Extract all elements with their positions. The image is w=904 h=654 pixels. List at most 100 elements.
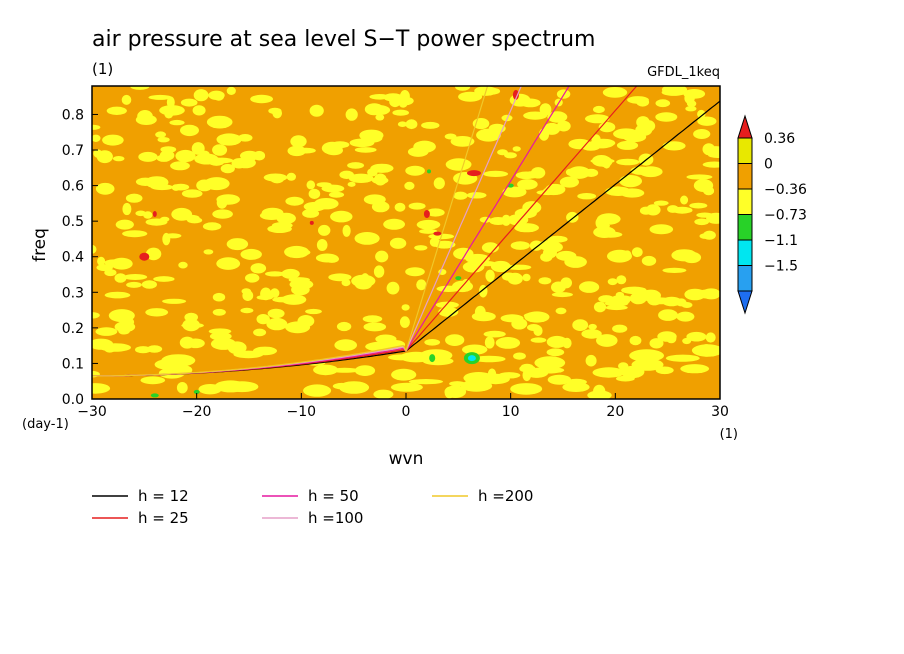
field-blob	[680, 195, 689, 205]
field-blob	[701, 288, 720, 300]
field-blob	[373, 265, 385, 278]
field-blob	[462, 261, 485, 273]
field-blob	[154, 359, 184, 370]
field-blob	[684, 92, 695, 104]
field-blob	[196, 179, 213, 192]
field-blob	[693, 179, 714, 192]
field-blob	[581, 329, 602, 339]
y-tick-label: 0.7	[62, 143, 84, 159]
field-blob	[404, 181, 415, 190]
field-blob	[106, 106, 127, 116]
field-blob	[696, 212, 714, 218]
field-blob	[332, 382, 351, 390]
field-blob	[180, 98, 198, 107]
anomaly-spot	[309, 220, 314, 225]
field-blob	[392, 109, 410, 116]
field-blob	[148, 94, 172, 100]
field-blob	[405, 119, 418, 130]
field-blob	[522, 273, 531, 282]
field-blob	[192, 105, 206, 116]
x-unit-label: (1)	[720, 427, 738, 442]
field-blob	[635, 124, 653, 136]
field-blob	[92, 134, 101, 142]
field-blob	[620, 188, 645, 198]
field-blob	[99, 343, 131, 352]
curve-200	[92, 86, 489, 377]
field-blob	[354, 147, 377, 153]
field-blob	[96, 264, 113, 272]
field-blob	[702, 143, 716, 156]
legend-label: h =200	[478, 487, 533, 505]
field-blob	[658, 309, 678, 321]
field-blob	[592, 367, 626, 378]
field-blob	[416, 279, 427, 291]
field-blob	[474, 305, 486, 318]
field-blob	[303, 384, 332, 397]
field-blob	[593, 105, 605, 114]
field-blob	[697, 116, 717, 126]
field-blob	[324, 255, 339, 263]
field-blob	[155, 131, 167, 138]
field-blob	[702, 161, 720, 168]
field-blob	[209, 332, 232, 341]
field-blob	[676, 311, 695, 322]
field-blob	[361, 273, 370, 284]
colorbar-bottom-arrow	[737, 290, 753, 315]
field-blob	[560, 277, 572, 289]
field-blob	[193, 89, 209, 102]
colorbar: 0.36 0 −0.36 −0.73 −1.1 −1.5	[737, 114, 807, 315]
y-axis-ticks: 0.0 0.1 0.2 0.3 0.4 0.5 0.6 0.7 0.8	[62, 107, 98, 408]
field-blob	[373, 389, 394, 399]
field-blob	[620, 365, 645, 379]
x-axis-ticks: −30 −20 −10 0 10 20 30	[77, 393, 729, 420]
field-blob	[649, 338, 664, 349]
field-blob	[285, 196, 304, 206]
field-blob	[114, 273, 127, 283]
field-blob	[489, 217, 507, 225]
field-blob	[629, 349, 664, 362]
field-blob	[309, 104, 324, 117]
field-blob	[699, 233, 712, 239]
field-blob	[354, 365, 376, 376]
field-blob	[186, 338, 205, 349]
field-blob	[390, 382, 423, 392]
y-axis-label: freq	[30, 228, 50, 262]
dispersion-curves	[92, 86, 720, 377]
field-blob	[171, 184, 181, 191]
x-tick-label: 0	[402, 404, 411, 420]
anomaly-spot	[467, 355, 476, 362]
field-blob	[170, 161, 190, 171]
field-blob	[181, 322, 204, 329]
field-blob	[638, 166, 663, 178]
chart-subtitle-left: (1)	[92, 60, 113, 78]
field-blob	[408, 379, 443, 385]
field-blob	[539, 103, 552, 116]
legend-label: h = 50	[308, 487, 359, 505]
y-unit-label: (day-1)	[22, 417, 69, 432]
anomaly-spot	[467, 170, 481, 177]
field-blob	[419, 228, 438, 234]
field-blob	[399, 316, 410, 328]
field-blob	[484, 336, 495, 349]
field-blob	[613, 128, 640, 140]
colorbar-swatch	[737, 163, 753, 190]
field-blob	[567, 166, 591, 179]
field-blob	[95, 327, 118, 336]
chart-title: air pressure at sea level S−T power spec…	[92, 27, 595, 52]
field-blob	[210, 337, 237, 350]
field-blob	[577, 193, 597, 200]
field-blob	[383, 218, 405, 230]
field-blob	[398, 99, 408, 108]
field-blob	[397, 121, 408, 127]
field-blob	[629, 335, 642, 346]
field-blob	[164, 233, 182, 239]
field-blob	[250, 94, 273, 104]
field-blob	[429, 237, 440, 247]
field-blob	[216, 194, 240, 205]
field-blob	[122, 230, 148, 238]
field-blob	[242, 290, 254, 301]
field-blob	[138, 151, 158, 162]
colorbar-label: −1.1	[764, 233, 798, 249]
field-blob	[145, 308, 169, 317]
field-blob	[481, 242, 499, 253]
